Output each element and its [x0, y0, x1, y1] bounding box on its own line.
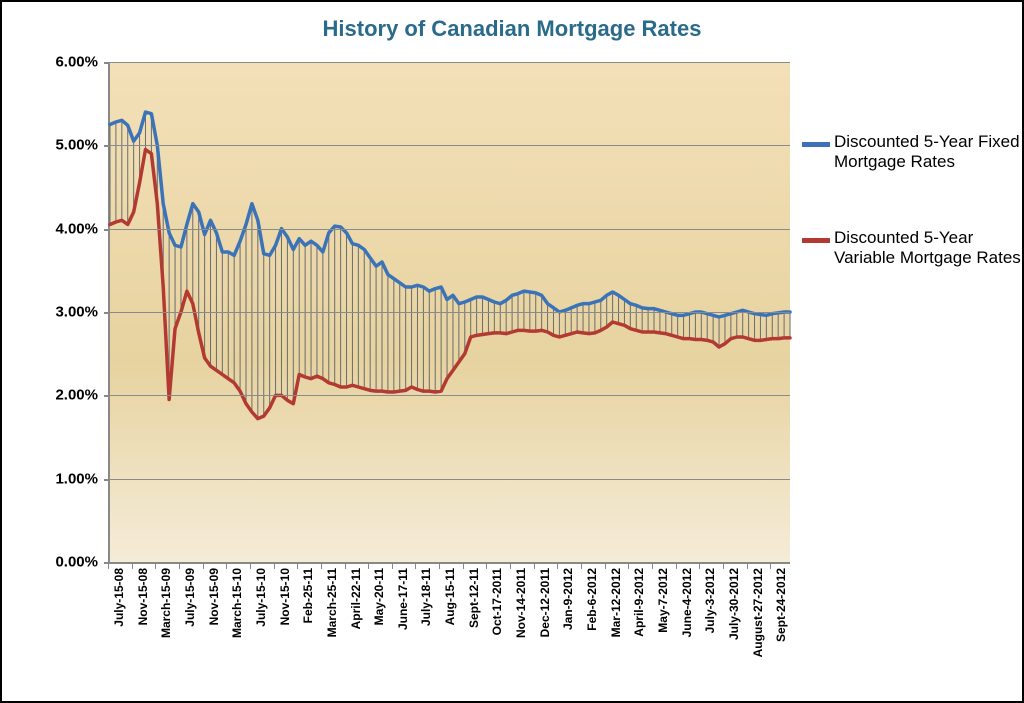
x-tick-label: Sept-12-11 — [467, 568, 481, 628]
legend-swatch-fixed — [802, 142, 830, 147]
plot-area — [108, 62, 790, 564]
y-tick-label: 1.00% — [55, 470, 98, 487]
x-tick-mark — [534, 564, 535, 569]
legend-swatch-variable — [802, 238, 830, 243]
x-tick-label: Aug-15-11 — [443, 568, 457, 625]
x-tick-label: March-15-09 — [159, 568, 173, 638]
x-tick-label: Nov-15-10 — [278, 568, 292, 625]
x-tick-mark — [392, 564, 393, 569]
x-tick-mark — [203, 564, 204, 569]
x-tick-label: Mar-12-2012 — [609, 568, 623, 637]
x-tick-mark — [628, 564, 629, 569]
y-tick-label: 0.00% — [55, 554, 98, 571]
legend-item-variable: Discounted 5-Year Variable Mortgage Rate… — [802, 228, 1024, 268]
x-tick-label: July-15-10 — [254, 568, 268, 627]
x-tick-label: Oct-17-2011 — [490, 568, 504, 635]
x-tick-mark — [415, 564, 416, 569]
x-tick-mark — [676, 564, 677, 569]
x-tick-label: March-15-10 — [230, 568, 244, 638]
x-tick-mark — [155, 564, 156, 569]
x-tick-label: April-9-2012 — [632, 568, 646, 637]
x-tick-label: Nov-14-2011 — [514, 568, 528, 638]
x-tick-label: July-15-09 — [183, 568, 197, 627]
gridline — [110, 145, 790, 146]
x-tick-mark — [652, 564, 653, 569]
x-tick-label: July-3-2012 — [703, 568, 717, 633]
y-tick-mark — [104, 395, 110, 397]
chart-frame: History of Canadian Mortgage Rates 0.00%… — [0, 0, 1024, 703]
x-tick-mark — [486, 564, 487, 569]
x-tick-mark — [723, 564, 724, 569]
gridline — [110, 312, 790, 313]
x-tick-mark — [226, 564, 227, 569]
y-tick-mark — [104, 312, 110, 314]
x-tick-label: July-18-11 — [419, 568, 433, 626]
x-tick-mark — [605, 564, 606, 569]
y-tick-label: 2.00% — [55, 387, 98, 404]
x-tick-label: April-22-11 — [349, 568, 363, 629]
x-tick-mark — [557, 564, 558, 569]
x-tick-label: July-30-2012 — [727, 568, 741, 640]
x-tick-label: June-17-11 — [396, 568, 410, 630]
x-axis: July-15-08 Nov-15-08 March-15-09 July-15-09… — [108, 564, 788, 674]
y-tick-label: 4.00% — [55, 220, 98, 237]
x-tick-label: May-20-11 — [372, 568, 386, 625]
legend-item-fixed: Discounted 5-Year Fixed Mortgage Rates — [802, 132, 1024, 172]
y-tick-label: 5.00% — [55, 137, 98, 154]
chart-title: History of Canadian Mortgage Rates — [2, 16, 1022, 42]
plot-wrap: 0.00%1.00%2.00%3.00%4.00%5.00%6.00% July… — [42, 62, 1012, 682]
x-tick-label: March-25-11 — [325, 568, 339, 637]
x-tick-label: Nov-15-09 — [207, 568, 221, 625]
x-tick-mark — [345, 564, 346, 569]
legend-label-variable: Discounted 5-Year Variable Mortgage Rate… — [834, 228, 1024, 268]
x-tick-mark — [747, 564, 748, 569]
x-tick-label: July-15-08 — [112, 568, 126, 627]
x-tick-mark — [132, 564, 133, 569]
x-tick-mark — [368, 564, 369, 569]
y-tick-mark — [104, 479, 110, 481]
x-tick-mark — [439, 564, 440, 569]
gridline — [110, 62, 790, 63]
x-tick-mark — [463, 564, 464, 569]
x-tick-mark — [179, 564, 180, 569]
x-tick-label: Nov-15-08 — [136, 568, 150, 625]
x-tick-label: Sept-24-2012 — [774, 568, 788, 642]
series-fixed-line — [110, 112, 790, 317]
x-tick-label: Feb-25-11 — [301, 568, 315, 623]
x-tick-mark — [297, 564, 298, 569]
x-tick-label: August-27-2012 — [751, 568, 765, 657]
gridline — [110, 479, 790, 480]
x-tick-label: Dec-12-2011 — [538, 568, 552, 637]
y-tick-label: 3.00% — [55, 304, 98, 321]
x-tick-label: Feb-6-2012 — [585, 568, 599, 631]
y-tick-mark — [104, 145, 110, 147]
y-tick-label: 6.00% — [55, 54, 98, 71]
y-tick-mark — [104, 229, 110, 231]
gridline — [110, 395, 790, 396]
x-tick-mark — [321, 564, 322, 569]
x-tick-mark — [770, 564, 771, 569]
x-tick-mark — [699, 564, 700, 569]
legend: Discounted 5-Year Fixed Mortgage Rates D… — [802, 132, 1024, 324]
legend-label-fixed: Discounted 5-Year Fixed Mortgage Rates — [834, 132, 1024, 172]
x-tick-mark — [108, 564, 109, 569]
y-tick-mark — [104, 62, 110, 64]
x-tick-label: Jan-9-2012 — [561, 568, 575, 630]
x-tick-label: June-4-2012 — [680, 568, 694, 637]
x-tick-mark — [510, 564, 511, 569]
gridline — [110, 229, 790, 230]
x-tick-mark — [250, 564, 251, 569]
series-variable-line — [110, 150, 790, 419]
x-tick-label: May-7-2012 — [656, 568, 670, 633]
x-tick-mark — [274, 564, 275, 569]
x-tick-mark — [581, 564, 582, 569]
